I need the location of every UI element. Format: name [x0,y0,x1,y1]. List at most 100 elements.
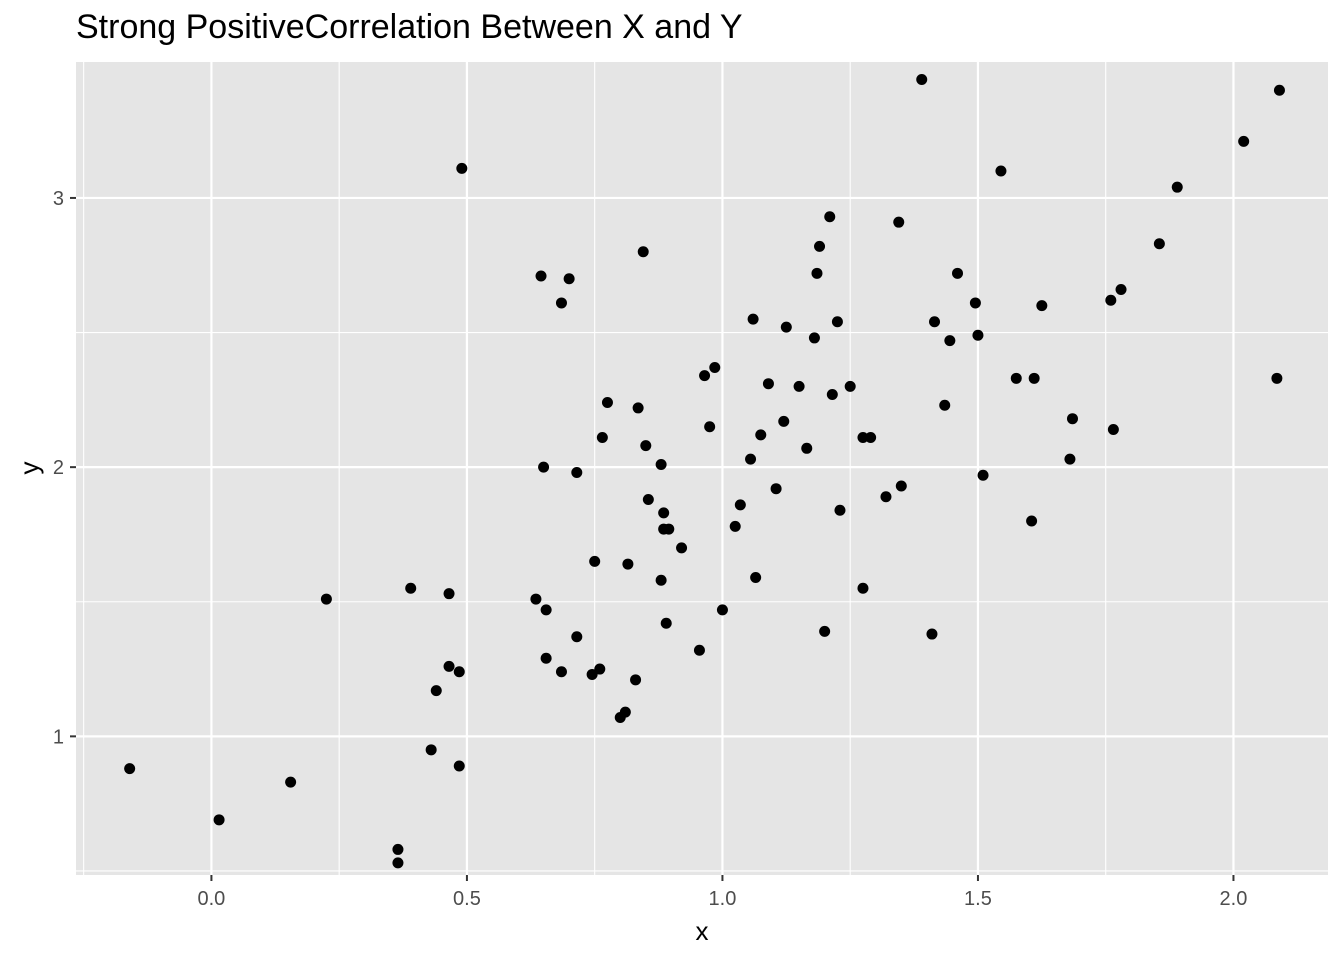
data-point [285,776,297,788]
chart-title: Strong PositiveCorrelation Between X and… [76,8,743,46]
data-point [857,582,869,594]
data-point [969,297,981,309]
x-tick-label: 0.5 [453,888,481,910]
data-point [824,211,836,223]
data-point [213,814,225,826]
y-axis: 1 2 3 [53,188,76,748]
x-axis-label: x [696,916,709,946]
x-tick-label: 1.5 [964,888,992,910]
data-point [995,165,1007,177]
x-tick-label: 2.0 [1220,888,1248,910]
data-point [857,432,869,444]
data-point [619,706,631,718]
major-gridlines [76,62,1328,875]
data-point [1036,300,1048,312]
data-point [1066,413,1078,425]
data-point [865,432,877,444]
y-tick-label: 2 [53,457,64,479]
data-point [555,666,567,678]
data-point [952,267,964,279]
data-point [704,421,716,433]
data-point [755,429,767,441]
data-point [655,458,667,470]
data-point [944,335,956,347]
data-point [563,273,575,285]
data-point [1171,181,1183,193]
data-point [808,332,820,344]
data-point [637,246,649,258]
data-point [1153,238,1165,250]
data-point [555,297,567,309]
data-point [601,397,613,409]
data-point [571,467,583,479]
data-point [660,617,672,629]
data-point [699,370,711,382]
data-point [425,744,437,756]
data-point [443,660,455,672]
data-point [977,469,989,481]
data-point [453,760,465,772]
data-point [1115,283,1127,295]
data-point [538,461,550,473]
data-point [709,362,721,374]
x-tick-label: 0.0 [198,888,226,910]
data-point [916,73,928,85]
data-point [734,499,746,511]
data-point [1105,294,1117,306]
x-axis: 0.0 0.5 1.0 1.5 2.0 [198,875,1248,910]
data-point [1064,453,1076,465]
data-point [320,593,332,605]
data-point [1238,135,1250,147]
data-point [762,378,774,390]
data-point [844,380,856,392]
data-point [622,558,634,570]
data-point [745,453,757,465]
data-point [895,480,907,492]
data-point [1010,372,1022,384]
data-point [716,604,728,616]
data-point [778,415,790,427]
data-point [642,493,654,505]
data-point [443,588,455,600]
data-point [655,574,667,586]
data-point [729,520,741,532]
y-axis-label: y [14,462,44,475]
plot-panel [76,62,1328,875]
data-point [540,652,552,664]
data-point [814,240,826,252]
data-point [405,582,417,594]
data-point [630,674,642,686]
data-point [530,593,542,605]
data-point [880,491,892,503]
data-point [640,440,652,452]
data-point [831,316,843,328]
data-point [663,523,675,535]
y-tick-label: 3 [53,188,64,210]
data-point [540,604,552,616]
data-point [826,388,838,400]
data-point [693,644,705,656]
data-point [586,668,598,680]
data-point [1273,84,1285,96]
data-point [1026,515,1038,527]
data-point [1107,423,1119,435]
data-point [632,402,644,414]
data-point [589,555,601,567]
data-point [1271,372,1283,384]
data-point [456,162,468,174]
data-point [453,666,465,678]
data-point [819,625,831,637]
data-point [926,628,938,640]
data-point [834,504,846,516]
data-point [676,542,688,554]
data-point [780,321,792,333]
x-tick-label: 1.0 [709,888,737,910]
data-point [430,685,442,697]
data-point [535,270,547,282]
data-point [972,329,984,341]
data-point [893,216,905,228]
data-point [747,313,759,325]
data-point [392,843,404,855]
data-point [811,267,823,279]
